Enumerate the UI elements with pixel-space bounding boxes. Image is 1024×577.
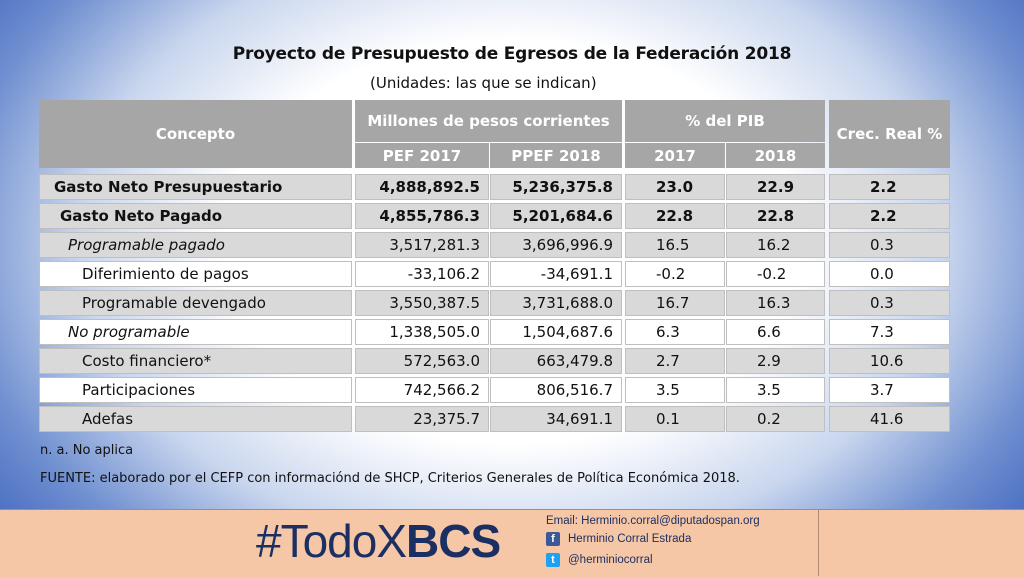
row-pib2018: 22.8 [726, 203, 825, 229]
header-concepto-label: Concepto [155, 125, 236, 143]
header-crec-label: Crec. Real % [836, 125, 943, 143]
row-pib2018: 2.9 [726, 348, 825, 374]
row-pef2017: 3,550,387.5 [355, 290, 489, 316]
row-pef2017: 4,855,786.3 [355, 203, 489, 229]
row-pib2017: 23.0 [625, 174, 725, 200]
header-concepto: Concepto [39, 100, 352, 168]
header-pef2017-label: PEF 2017 [382, 146, 462, 165]
row-pib2017: 16.7 [625, 290, 725, 316]
row-ppef2018: 34,691.1 [490, 406, 622, 432]
row-crec: 0.3 [829, 290, 950, 316]
row-ppef2018: 1,504,687.6 [490, 319, 622, 345]
footer-banner [0, 509, 1024, 577]
row-pef2017: 23,375.7 [355, 406, 489, 432]
row-ppef2018: 663,479.8 [490, 348, 622, 374]
row-pib2017: 6.3 [625, 319, 725, 345]
row-concepto: Costo financiero* [39, 348, 352, 374]
row-crec: 0.3 [829, 232, 950, 258]
header-pef2017: PEF 2017 [355, 143, 489, 168]
header-pib2017: 2017 [625, 143, 725, 168]
row-concepto: Programable pagado [39, 232, 352, 258]
row-pib2018: -0.2 [726, 261, 825, 287]
row-pef2017: 1,338,505.0 [355, 319, 489, 345]
header-pib2017-label: 2017 [654, 146, 696, 165]
row-crec: 7.3 [829, 319, 950, 345]
row-crec: 0.0 [829, 261, 950, 287]
facebook-label: Herminio Corral Estrada [568, 533, 692, 546]
row-pef2017: 572,563.0 [355, 348, 489, 374]
header-pib2018-label: 2018 [754, 146, 797, 165]
header-millones: Millones de pesos corrientes [355, 100, 622, 142]
header-ppef2018: PPEF 2018 [490, 143, 622, 168]
contact-twitter[interactable]: t @herminiocorral [546, 553, 653, 567]
header-crec: Crec. Real % [829, 100, 950, 168]
twitter-icon: t [546, 553, 560, 567]
row-pib2017: 0.1 [625, 406, 725, 432]
row-pib2018: 16.3 [726, 290, 825, 316]
row-concepto: Participaciones [39, 377, 352, 403]
row-pib2018: 3.5 [726, 377, 825, 403]
row-ppef2018: 806,516.7 [490, 377, 622, 403]
row-pib2018: 22.9 [726, 174, 825, 200]
twitter-label: @herminiocorral [568, 554, 653, 567]
row-ppef2018: 3,696,996.9 [490, 232, 622, 258]
row-pib2018: 16.2 [726, 232, 825, 258]
row-pef2017: 742,566.2 [355, 377, 489, 403]
note-na: n. a. No aplica [40, 443, 134, 458]
row-pib2017: 16.5 [625, 232, 725, 258]
row-pib2018: 0.2 [726, 406, 825, 432]
row-crec: 2.2 [829, 174, 950, 200]
row-pib2017: -0.2 [625, 261, 725, 287]
header-pib-label: % del PIB [685, 112, 765, 130]
contact-facebook[interactable]: f Herminio Corral Estrada [546, 532, 691, 546]
hashtag-bold: BCS [406, 515, 501, 567]
row-ppef2018: -34,691.1 [490, 261, 622, 287]
page-title: Proyecto de Presupuesto de Egresos de la… [232, 44, 792, 64]
row-pib2018: 6.6 [726, 319, 825, 345]
header-pib: % del PIB [625, 100, 825, 142]
row-pib2017: 22.8 [625, 203, 725, 229]
facebook-icon: f [546, 532, 560, 546]
header-millones-label: Millones de pesos corrientes [367, 112, 610, 130]
note-fuente: FUENTE: elaborado por el CEFP con inform… [40, 471, 740, 486]
row-concepto: Programable devengado [39, 290, 352, 316]
page-subtitle: (Unidades: las que se indican) [370, 74, 597, 92]
row-concepto: Adefas [39, 406, 352, 432]
row-crec: 3.7 [829, 377, 950, 403]
row-crec: 10.6 [829, 348, 950, 374]
hashtag-prefix: #TodoX [256, 515, 407, 567]
row-pef2017: -33,106.2 [355, 261, 489, 287]
header-ppef2018-label: PPEF 2018 [511, 146, 601, 165]
row-pef2017: 4,888,892.5 [355, 174, 489, 200]
row-pib2017: 3.5 [625, 377, 725, 403]
row-pef2017: 3,517,281.3 [355, 232, 489, 258]
row-concepto: No programable [39, 319, 352, 345]
row-crec: 41.6 [829, 406, 950, 432]
row-ppef2018: 5,201,684.6 [490, 203, 622, 229]
header-pib2018: 2018 [726, 143, 825, 168]
hashtag-text: #TodoXBCS [256, 514, 501, 568]
row-concepto: Diferimiento de pagos [39, 261, 352, 287]
row-concepto: Gasto Neto Presupuestario [39, 174, 352, 200]
row-concepto: Gasto Neto Pagado [39, 203, 352, 229]
row-crec: 2.2 [829, 203, 950, 229]
row-ppef2018: 3,731,688.0 [490, 290, 622, 316]
contact-email[interactable]: Email: Herminio.corral@diputadospan.org [546, 515, 760, 527]
row-pib2017: 2.7 [625, 348, 725, 374]
footer-divider [818, 509, 819, 576]
row-ppef2018: 5,236,375.8 [490, 174, 622, 200]
